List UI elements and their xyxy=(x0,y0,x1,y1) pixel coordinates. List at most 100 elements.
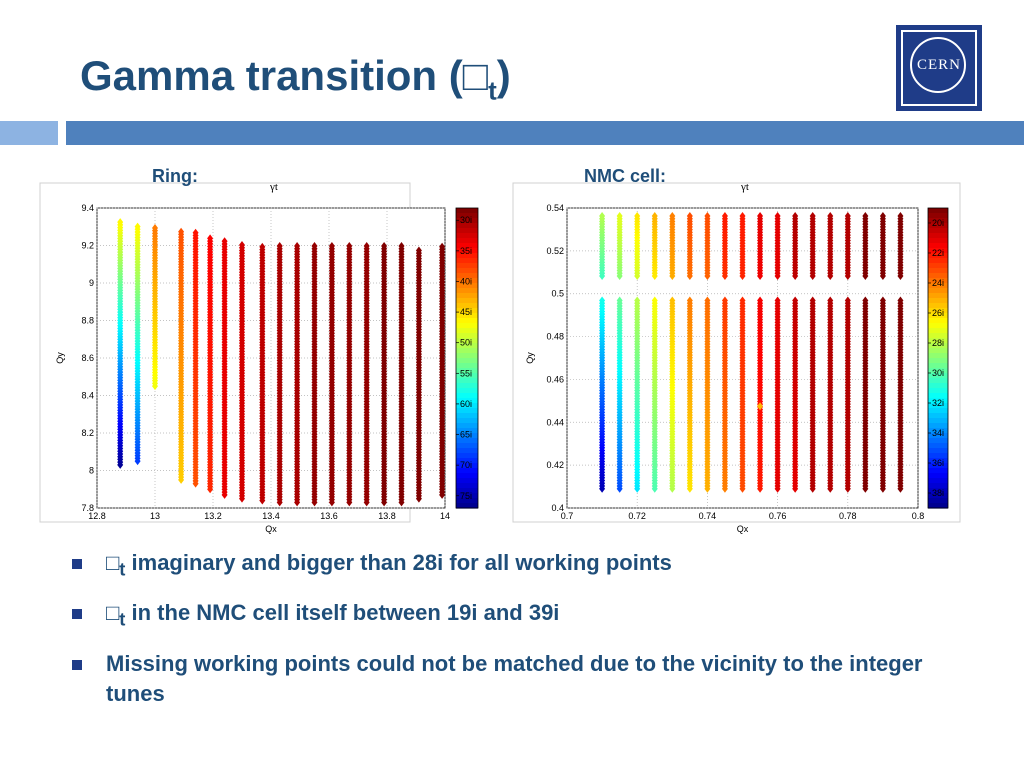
y-tick-label: 0.52 xyxy=(546,246,564,256)
data-point xyxy=(311,242,318,251)
y-tick-label: 0.48 xyxy=(546,332,564,342)
y-tick-label: 8.4 xyxy=(81,391,94,401)
colorbar-segment xyxy=(456,303,478,309)
data-point xyxy=(178,227,185,236)
colorbar-segment xyxy=(928,438,948,444)
colorbar-segment xyxy=(456,493,478,499)
x-tick-label: 0.72 xyxy=(628,511,646,521)
data-point xyxy=(704,211,711,220)
cern-logo: CERN xyxy=(896,25,982,111)
colorbar-segment xyxy=(928,488,948,494)
data-point xyxy=(862,211,869,220)
colorbar-segment xyxy=(456,343,478,349)
colorbar-segment xyxy=(928,308,948,314)
colorbar-segment xyxy=(456,443,478,449)
colorbar-tick-label: 28i xyxy=(932,338,944,348)
data-point xyxy=(381,242,388,251)
colorbar-segment xyxy=(456,373,478,379)
colorbar-segment xyxy=(456,498,478,504)
y-tick-label: 0.5 xyxy=(551,289,564,299)
colorbar-segment xyxy=(928,473,948,479)
title-text: Gamma transition ( xyxy=(80,52,463,99)
colorbar-segment xyxy=(928,503,948,509)
colorbar-segment xyxy=(928,408,948,414)
colorbar-segment xyxy=(928,388,948,394)
colorbar-segment xyxy=(456,313,478,319)
colorbar-segment xyxy=(456,448,478,454)
data-point xyxy=(809,211,816,220)
data-point xyxy=(721,296,728,305)
bullet-item-2: □t in the NMC cell itself between 19i an… xyxy=(72,598,972,634)
data-points xyxy=(599,211,904,493)
x-axis-label: Qx xyxy=(737,524,749,534)
colorbar-segment xyxy=(928,228,948,234)
colorbar-segment xyxy=(928,468,948,474)
y-tick-label: 8.6 xyxy=(81,353,94,363)
colorbar-segment xyxy=(456,418,478,424)
x-axis-label: Qx xyxy=(265,524,277,534)
gamma-symbol: □ xyxy=(106,550,120,575)
colorbar-segment xyxy=(928,328,948,334)
colorbar-segment xyxy=(928,363,948,369)
colorbar-segment xyxy=(456,328,478,334)
x-tick-label: 12.8 xyxy=(88,511,106,521)
colorbar-segment xyxy=(456,318,478,324)
y-tick-label: 0.4 xyxy=(551,503,564,513)
colorbar-segment xyxy=(456,368,478,374)
colorbar-segment xyxy=(928,353,948,359)
y-tick-label: 8.8 xyxy=(81,316,94,326)
colorbar-segment xyxy=(456,298,478,304)
colorbar-segment xyxy=(928,248,948,254)
colorbar-segment xyxy=(928,283,948,289)
colorbar-segment xyxy=(928,273,948,279)
colorbar-tick-label: 35i xyxy=(460,246,472,256)
colorbar-segment xyxy=(456,268,478,274)
data-point xyxy=(152,223,158,232)
colorbar-segment xyxy=(928,483,948,489)
y-tick-label: 9.2 xyxy=(81,241,94,251)
colorbar-segment xyxy=(456,453,478,459)
data-point xyxy=(207,234,214,243)
colorbar-segment xyxy=(928,288,948,294)
colorbar-segment xyxy=(928,338,948,344)
colorbar-frame xyxy=(927,207,949,509)
colorbar-segment xyxy=(928,348,948,354)
bullet-item-3: Missing working points could not be matc… xyxy=(72,649,972,709)
colorbar-segment xyxy=(456,283,478,289)
data-point xyxy=(897,296,904,305)
x-tick-label: 0.78 xyxy=(839,511,857,521)
x-tick-label: 13.4 xyxy=(262,511,280,521)
colorbar-segment xyxy=(456,208,478,214)
x-tick-label: 0.76 xyxy=(769,511,787,521)
colorbar-segment xyxy=(456,293,478,299)
data-point xyxy=(827,211,834,220)
data-points xyxy=(117,218,446,507)
data-point xyxy=(276,242,283,251)
accent-bar-dark xyxy=(66,121,1024,145)
colorbar-segment xyxy=(456,473,478,479)
colorbar-segment xyxy=(928,368,948,374)
y-tick-label: 9 xyxy=(89,278,94,288)
chart-title: γt xyxy=(740,181,749,193)
gamma-symbol: □ xyxy=(462,52,489,99)
colorbar-segment xyxy=(928,268,948,274)
data-point xyxy=(634,296,641,305)
colorbar: 20i 22i 24i 26i 28i 30i 32i 34i 36i 38i xyxy=(927,207,949,509)
data-point xyxy=(398,242,405,251)
x-tick-label: 13.6 xyxy=(320,511,338,521)
colorbar: 30i 35i 40i 45i 50i 55i 60i 65i 70i 75i xyxy=(455,207,479,509)
chart-label: Ring: xyxy=(152,166,198,186)
charts-area: Ring: γt 12.8 13 13.2 13.4 13.6 13.8 14 7.8 8 8.2 8.… xyxy=(39,166,961,534)
y-tick-label: 7.8 xyxy=(81,503,94,513)
colorbar-segment xyxy=(456,423,478,429)
colorbar-segment xyxy=(456,408,478,414)
colorbar-tick-label: 30i xyxy=(932,368,944,378)
colorbar-segment xyxy=(928,293,948,299)
colorbar-segment xyxy=(928,378,948,384)
colorbar-segment xyxy=(928,448,948,454)
colorbar-segment xyxy=(456,248,478,254)
colorbar-segment xyxy=(456,428,478,434)
colorbar-segment xyxy=(928,323,948,329)
x-tick-label: 13.2 xyxy=(204,511,222,521)
colorbar-segment xyxy=(928,223,948,229)
